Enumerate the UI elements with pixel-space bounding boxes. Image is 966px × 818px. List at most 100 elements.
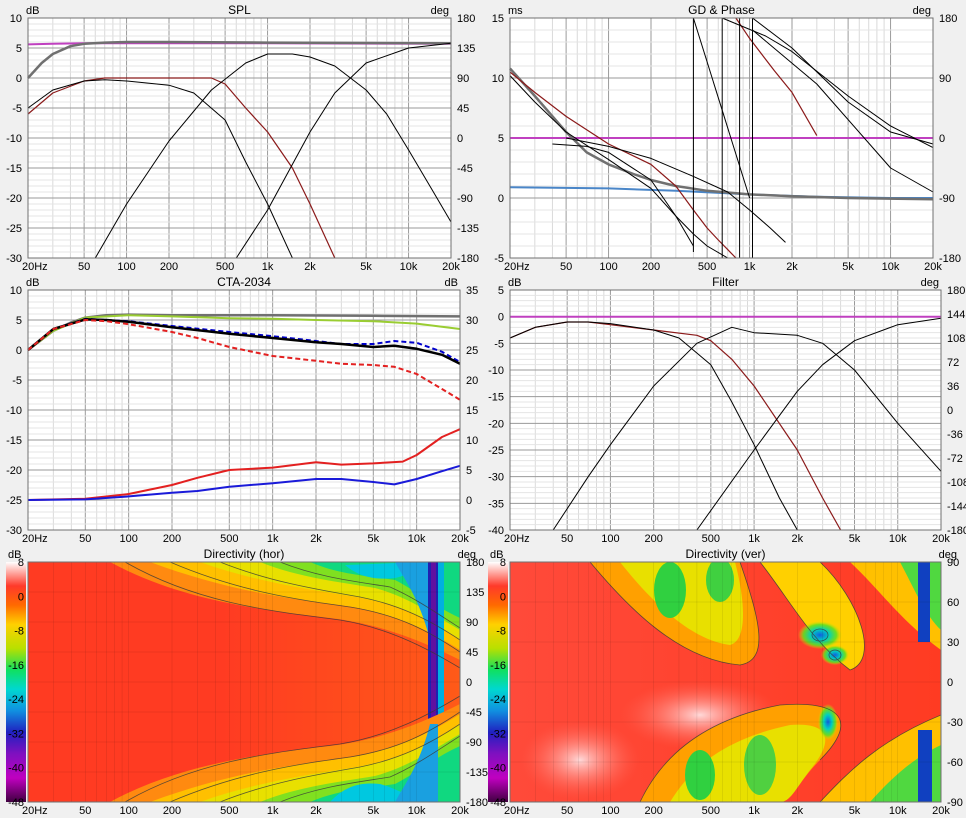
filter-plot-frame [509, 289, 942, 531]
y-tick-label: -16 [8, 660, 24, 672]
y2-tick-label: -180 [466, 797, 488, 809]
y-tick-label: -30 [6, 253, 22, 265]
y2-tick-label: 45 [466, 647, 478, 659]
y2-tick-label: 72 [947, 357, 959, 369]
y2-tick-label: 180 [947, 285, 965, 297]
y-tick-label: 0 [498, 312, 504, 324]
y2-tick-label: 60 [947, 597, 959, 609]
x-tick-label: 5k [360, 261, 372, 273]
y2-tick-label: -90 [466, 737, 482, 749]
y-tick-label: 10 [10, 285, 22, 297]
x-tick-label: 1k [267, 533, 279, 545]
colorbar-hor [6, 562, 26, 802]
gd-phase-series-16 [752, 29, 934, 193]
x-tick-label: 5k [367, 805, 379, 817]
y2-tick-label: 0 [466, 495, 472, 507]
y2-tick-label: 135 [466, 587, 484, 599]
y2-tick-label: 180 [457, 13, 475, 25]
directivity-ver-x-ticks: 20Hz 50 100 200 500 1k 2k 5k 10k 20k [504, 805, 950, 817]
y2-tick-label: -135 [457, 223, 479, 235]
spl-x-ticks: 20Hz 50 100 200 500 1k 2k 5k 10k 20k [22, 261, 460, 273]
y-tick-label: -35 [488, 498, 504, 510]
y2-tick-label: -135 [466, 767, 488, 779]
y-tick-label: -48 [490, 797, 506, 809]
filter-y-ticks: 5 0 -5 -10 -15 -20 -25 -30 -35 -40 [488, 285, 504, 537]
x-tick-label: 20Hz [504, 533, 530, 545]
y2-tick-label: 10 [466, 435, 478, 447]
directivity-ver-grid [509, 562, 942, 802]
x-tick-label: 500 [220, 805, 238, 817]
y-tick-label: -25 [6, 223, 22, 235]
gd-phase-series-4 [509, 71, 737, 259]
y2-tick-label: -90 [947, 797, 963, 809]
x-tick-label: 2k [310, 805, 322, 817]
y2-tick-label: 20 [466, 375, 478, 387]
cta-2034-series-6 [27, 428, 461, 501]
spl-title: SPL [228, 3, 251, 17]
x-tick-label: 50 [79, 533, 91, 545]
y-tick-label: -32 [490, 728, 506, 740]
x-tick-label: 10k [408, 533, 426, 545]
gd-phase-plot-frame [509, 17, 934, 259]
x-tick-label: 20k [451, 533, 469, 545]
gd-phase-y2-unit: deg [913, 5, 931, 17]
cta-2034-plot-frame [27, 289, 461, 531]
y2-tick-label: 5 [466, 465, 472, 477]
cta-2034-series-5 [27, 319, 461, 401]
directivity-hor-y-ticks: 8 0 -8 -16 -24 -32 -40 -48 [8, 557, 24, 809]
spl-y-ticks: 10 5 0 -5 -10 -15 -20 -25 -30 [6, 13, 22, 265]
x-tick-label: 2k [304, 261, 316, 273]
y-tick-label: -16 [490, 660, 506, 672]
x-tick-label: 20k [932, 805, 950, 817]
y-tick-label: 8 [500, 557, 506, 569]
directivity-hor-grid [27, 562, 461, 802]
gd-phase-series-12 [722, 17, 934, 149]
y2-tick-label: 135 [457, 43, 475, 55]
filter-y2-ticks: 180 144 108 72 36 0 -36 -72 -108 -144 -180 [947, 285, 966, 537]
gd-phase-series-15 [752, 17, 934, 145]
spl-series-2 [27, 40, 452, 79]
y2-tick-label: 0 [947, 677, 953, 689]
x-tick-label: 1k [744, 261, 756, 273]
y-tick-label: 5 [16, 43, 22, 55]
y-tick-label: 0 [498, 193, 504, 205]
spl-series-6 [235, 42, 452, 259]
x-tick-label: 2k [792, 533, 804, 545]
x-tick-label: 500 [702, 533, 720, 545]
y-tick-label: 0 [500, 591, 506, 603]
x-tick-label: 100 [117, 261, 135, 273]
directivity-ver-plot-frame [509, 561, 942, 803]
x-tick-label: 200 [642, 261, 660, 273]
filter-series-4 [552, 326, 942, 531]
x-tick-label: 100 [119, 533, 137, 545]
y-tick-label: -30 [6, 525, 22, 537]
y2-tick-label: 180 [939, 13, 957, 25]
x-tick-label: 50 [560, 261, 572, 273]
y2-tick-label: 36 [947, 381, 959, 393]
y-tick-label: -15 [488, 392, 504, 404]
y-tick-label: 5 [498, 285, 504, 297]
x-tick-label: 20k [442, 261, 460, 273]
x-tick-label: 500 [216, 261, 234, 273]
y2-tick-label: 15 [466, 405, 478, 417]
y2-tick-label: -45 [457, 163, 473, 175]
y2-tick-label: 0 [457, 133, 463, 145]
y2-tick-label: 25 [466, 345, 478, 357]
y2-tick-label: 0 [939, 133, 945, 145]
cta-2034-y-ticks: 10 5 0 -5 -10 -15 -20 -25 -30 [6, 285, 22, 537]
cta-2034-y-unit: dB [26, 277, 39, 289]
y2-tick-label: 180 [466, 557, 484, 569]
x-tick-label: 50 [78, 261, 90, 273]
x-tick-label: 1k [267, 805, 279, 817]
y-tick-label: -32 [8, 728, 24, 740]
directivity-hor-y2-ticks: 180 135 90 45 0 -45 -90 -135 -180 [466, 557, 488, 809]
filter-y2-unit: deg [921, 277, 939, 289]
y2-tick-label: -90 [939, 193, 955, 205]
spl-y2-ticks: 180 135 90 45 0 -45 -90 -135 -180 [457, 13, 479, 265]
y2-tick-label: 90 [466, 617, 478, 629]
x-tick-label: 1k [748, 533, 760, 545]
